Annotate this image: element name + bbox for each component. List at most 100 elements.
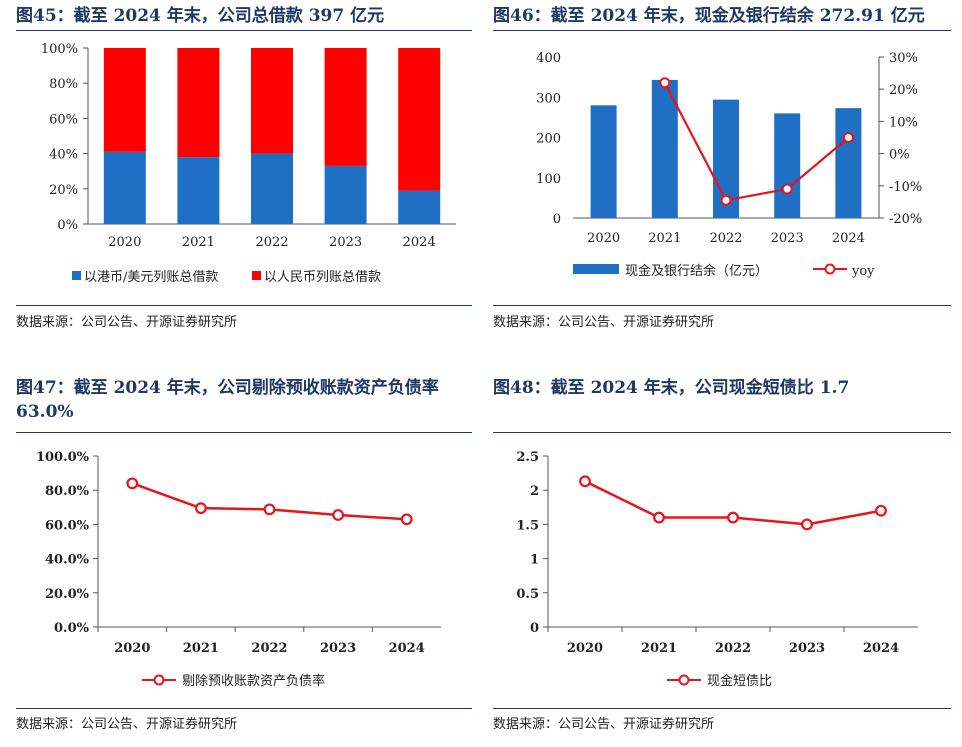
y-tick-label: 200 — [536, 132, 561, 147]
title-rule — [16, 30, 472, 31]
chart-title: 图47：截至 2024 年末，公司剔除预收账款资产负债率 63.0% — [16, 378, 439, 422]
x-tick-label: 2021 — [182, 235, 215, 250]
y2-tick-label: -20% — [889, 212, 922, 227]
y-tick-label: 100 — [536, 172, 561, 187]
chart-47-svg: 0.0% 20.0% 40.0% 60.0% 80.0% 100.0% 2020 2021 20… — [36, 450, 441, 689]
source-note: 数据来源：公司公告、开源证券研究所 — [16, 717, 238, 732]
bar-cash — [774, 113, 801, 218]
title-rule — [493, 30, 951, 31]
bar-rmb — [398, 48, 441, 191]
data-point — [653, 511, 665, 524]
x-tick-label: 2020 — [587, 231, 620, 246]
chart-panel-46: 图46：截至 2024 年末，现金及银行结余 272.91 亿元 0 100 200… — [493, 0, 951, 340]
y-tick-label: 100% — [41, 42, 78, 57]
bar-cash — [651, 79, 678, 218]
bar-rmb — [251, 48, 293, 154]
x-tick-label: 2022 — [251, 641, 287, 656]
legend-label: 以港币/美元列账总借款 — [84, 270, 218, 285]
yoy-line — [663, 82, 850, 202]
y2-tick-label: 10% — [889, 115, 918, 130]
data-point — [727, 511, 739, 524]
legend-marker — [678, 674, 690, 686]
bar-hkd-usd — [103, 151, 146, 224]
y-tick-label: 80% — [49, 77, 78, 92]
chart-title: 图46：截至 2024 年末，现金及银行结余 272.91 亿元 — [493, 6, 925, 26]
source-rule — [16, 305, 472, 306]
legend-label: 剔除预收账款资产负债率 — [182, 673, 325, 689]
y-tick-label: 20.0% — [45, 587, 90, 602]
x-tick-label: 2022 — [709, 231, 742, 246]
data-point — [194, 502, 207, 515]
y-tick-label: 80.0% — [45, 484, 90, 499]
data-point — [332, 509, 345, 521]
y2-tick-label: -10% — [889, 180, 922, 195]
y-tick-label: 400 — [536, 51, 561, 66]
data-point — [579, 475, 591, 488]
source-note: 数据来源：公司公告、开源证券研究所 — [16, 315, 238, 330]
y-tick-label: 1 — [530, 553, 539, 568]
data-point — [400, 513, 413, 526]
chart-title: 图48：截至 2024 年末，公司现金短债比 1.7 — [493, 378, 850, 398]
bar-cash — [835, 108, 862, 218]
source-note: 数据来源：公司公告、开源证券研究所 — [493, 315, 715, 330]
y-tick-label: 0 — [530, 621, 539, 636]
bar-cash — [590, 105, 617, 218]
x-tick-label: 2023 — [329, 235, 362, 250]
x-tick-label: 2023 — [771, 231, 804, 246]
y-tick-label: 40.0% — [45, 553, 90, 568]
y-tick-label: 2 — [530, 484, 539, 499]
bar-hkd-usd — [177, 157, 220, 224]
legend-label: 现金及银行结余（亿元） — [625, 263, 768, 279]
x-tick-label: 2024 — [403, 235, 436, 250]
data-point — [875, 504, 887, 517]
bar-rmb — [324, 48, 367, 166]
chart-panel-45: 图45：截至 2024 年末，公司总借款 397 亿元 0% 20% 40% 60% 8… — [16, 0, 472, 340]
x-tick-label: 2024 — [832, 231, 865, 246]
y-tick-label: 300 — [536, 91, 561, 106]
y-tick-label: 0 — [553, 212, 561, 227]
chart-title: 图45：截至 2024 年末，公司总借款 397 亿元 — [16, 6, 385, 26]
legend-swatch — [72, 271, 81, 280]
data-point — [126, 477, 139, 490]
y-tick-label: 0.0% — [54, 621, 90, 636]
title-rule — [16, 432, 472, 433]
y2-tick-label: 30% — [889, 51, 918, 66]
chart-panel-47: 图47：截至 2024 年末，公司剔除预收账款资产负债率 63.0% 0.0% 2… — [16, 372, 472, 742]
x-tick-label: 2021 — [641, 641, 677, 656]
legend-swatch — [252, 271, 261, 280]
y2-tick-label: 20% — [889, 83, 918, 98]
x-tick-label: 2022 — [255, 235, 288, 250]
y2-tick-label: 0% — [889, 148, 910, 163]
legend-marker — [153, 674, 165, 686]
x-tick-label: 2023 — [789, 641, 825, 656]
y-tick-label: 0.5 — [516, 587, 539, 602]
x-tick-label: 2021 — [648, 231, 681, 246]
y-tick-label: 60% — [49, 112, 78, 127]
y-tick-label: 0% — [57, 218, 78, 233]
bar-hkd-usd — [398, 190, 441, 224]
x-tick-label: 2022 — [715, 641, 751, 656]
x-tick-label: 2020 — [114, 641, 150, 656]
source-rule — [493, 708, 951, 709]
data-point — [801, 518, 813, 531]
title-rule — [493, 432, 951, 433]
source-note: 数据来源：公司公告、开源证券研究所 — [493, 717, 715, 732]
y-tick-label: 1.5 — [516, 518, 539, 533]
data-point — [263, 503, 276, 516]
yoy-point — [659, 77, 671, 89]
source-rule — [493, 305, 951, 306]
x-tick-label: 2020 — [108, 235, 141, 250]
legend-label: 现金短债比 — [707, 673, 772, 689]
chart-panel-48: 图48：截至 2024 年末，公司现金短债比 1.7 0 0.5 1 1.5 2 2.5 2… — [493, 372, 951, 742]
x-tick-label: 2021 — [183, 641, 219, 656]
y-tick-label: 60.0% — [45, 518, 90, 533]
yoy-point — [781, 183, 793, 195]
y-tick-label: 40% — [49, 148, 78, 163]
x-tick-label: 2024 — [863, 641, 899, 656]
bar-rmb — [103, 48, 146, 152]
y-tick-label: 20% — [49, 183, 78, 198]
x-tick-label: 2020 — [567, 641, 603, 656]
legend-label: yoy — [851, 264, 875, 279]
chart-48-svg: 0 0.5 1 1.5 2 2.5 2020 2021 2022 2023 2024 现金短债比 — [516, 450, 918, 689]
legend-swatch — [573, 264, 619, 274]
